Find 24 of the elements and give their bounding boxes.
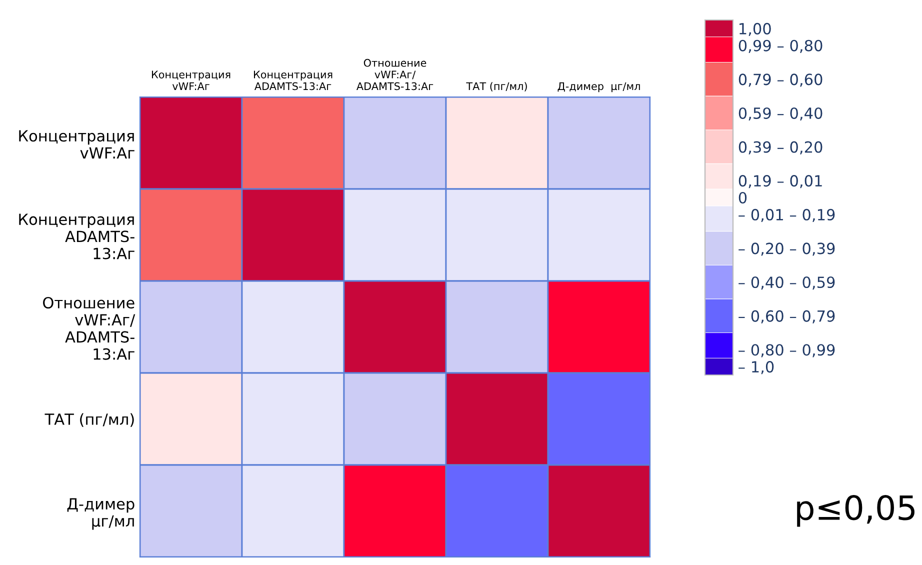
- color-bar-label: 0,19 – 0,01: [738, 175, 822, 188]
- color-bar-label: – 0,20 – 0,39: [738, 242, 835, 256]
- y-tick-label: Д-димер μг/мл: [67, 498, 134, 530]
- color-bar-label: 0,99 – 0,80: [738, 40, 822, 53]
- color-bar-label: 0,59 – 0,40: [738, 107, 822, 121]
- color-bar-label: 0,39 – 0,20: [738, 141, 822, 154]
- color-bar-label: – 0,01 – 0,19: [738, 208, 835, 222]
- color-bar-label: – 1,0: [738, 361, 774, 374]
- text: p≤0,05: [797, 495, 914, 527]
- color-bar-label: – 0,60 – 0,79: [738, 310, 835, 324]
- x-tick-label: Концентрация ADAMTS-13:Аг: [254, 70, 332, 90]
- color-bar-label: – 0,80 – 0,99: [738, 344, 835, 358]
- x-tick-label: ТАТ (пг/мл): [466, 82, 527, 92]
- x-tick-label: Концентрация vWF:Аг: [152, 70, 230, 90]
- y-tick-label: ТАТ (пг/мл): [44, 413, 134, 427]
- color-bar-label: 0: [738, 192, 747, 204]
- x-tick-label: Отношение vWF:Аг/ ADAMTS-13:Аг: [356, 58, 434, 90]
- color-bar-label: 1,00: [740, 22, 771, 36]
- y-tick-label: Отношение vWF:Аг/ ADAMTS- 13:Аг: [43, 296, 136, 360]
- y-tick-label: Концентрация vWF:Аг: [19, 130, 134, 159]
- y-tick-label: Концентрация ADAMTS- 13:Аг: [19, 214, 134, 260]
- color-bar-label: 0,79 – 0,60: [738, 74, 822, 87]
- x-tick-label: Д-димер μг/мл: [558, 82, 640, 92]
- color-bar-label: – 0,40 – 0,59: [738, 276, 835, 290]
